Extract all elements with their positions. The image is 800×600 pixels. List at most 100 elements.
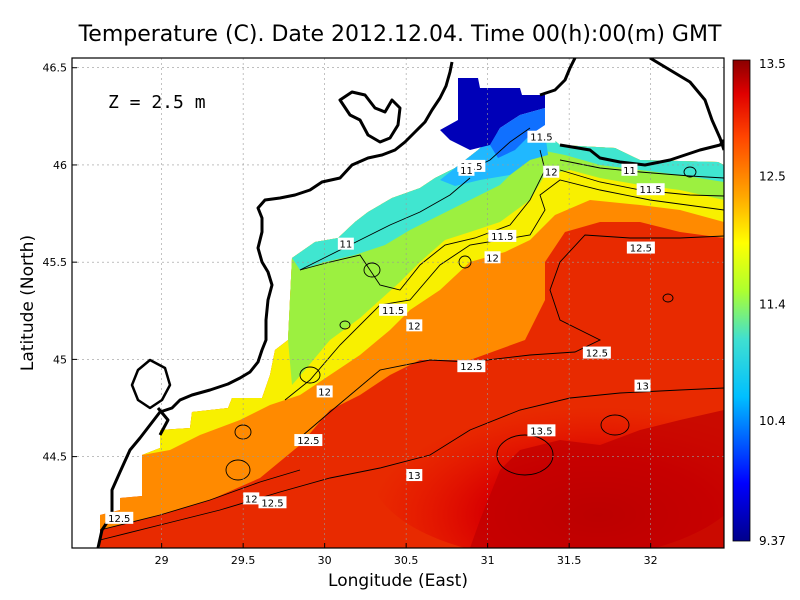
colorbar-label-2: 11.4 bbox=[759, 298, 786, 312]
contour-label-12: 12.5 bbox=[582, 346, 611, 360]
coastline-west bbox=[96, 61, 454, 548]
contour-label-bg bbox=[527, 130, 556, 143]
contour-loop-8 bbox=[662, 293, 674, 303]
sea-field-darkblue bbox=[440, 78, 545, 150]
contour-label-bg bbox=[543, 165, 560, 178]
x-tick-label-3: 30.5 bbox=[394, 554, 419, 567]
contour-label-text: 11.5 bbox=[382, 306, 404, 317]
contour-label-13: 12.5 bbox=[457, 360, 486, 373]
contour-label-text: 12 bbox=[245, 494, 258, 505]
contour-label-7: 12.5 bbox=[626, 241, 655, 255]
contour-label-text: 13 bbox=[636, 382, 649, 393]
contour-label-8: 11 bbox=[337, 237, 354, 251]
contour-label-text: 11.5 bbox=[530, 133, 552, 144]
contour-label-bg bbox=[105, 511, 134, 524]
contour-label-text: 12.5 bbox=[261, 498, 283, 509]
contour-label-text: 11.5 bbox=[491, 232, 513, 243]
y-tick-label-0: 44.5 bbox=[43, 451, 68, 464]
contour-11 bbox=[299, 177, 471, 271]
depth-label: Z = 2.5 m bbox=[108, 92, 206, 113]
contour-label-2: 11 bbox=[458, 163, 475, 177]
contour-label-bg bbox=[406, 319, 423, 332]
y-tick-label-4: 46.5 bbox=[43, 62, 68, 75]
contour-label-6: 11.5 bbox=[488, 229, 517, 243]
contour-label-bg bbox=[621, 163, 638, 176]
x-axis-label: Longitude (East) bbox=[328, 571, 468, 591]
sea-field-yellow bbox=[142, 130, 724, 455]
contour-loop-2 bbox=[496, 434, 554, 476]
coastline bbox=[96, 58, 724, 548]
contour-label-bg bbox=[484, 251, 501, 264]
colorbar: 13.5 12.5 11.4 10.4 9.37 bbox=[732, 57, 786, 548]
coastline-north bbox=[539, 58, 577, 97]
x-tick-label-0: 29 bbox=[155, 554, 169, 567]
contour-label-bg bbox=[488, 229, 517, 242]
contour-label-text: 12 bbox=[318, 387, 331, 398]
contour-11-5 bbox=[299, 149, 546, 291]
contour-label-5: 11.5 bbox=[636, 183, 665, 196]
contour-label-11: 12 bbox=[406, 319, 423, 332]
contour-label-text: 12.5 bbox=[586, 349, 608, 360]
contour-loop-1 bbox=[225, 459, 251, 481]
contour-label-9: 12 bbox=[484, 251, 501, 264]
contour-label-text: 12 bbox=[408, 321, 421, 332]
contour-label-3: 12 bbox=[543, 165, 560, 179]
contour-label-4: 11 bbox=[621, 163, 638, 177]
y-tick-label-1: 45 bbox=[53, 353, 67, 366]
contour-labels: 11.510.511121111.511.512.5111211.51212.5… bbox=[105, 130, 665, 525]
coastline-lagoon bbox=[338, 90, 402, 144]
colorbar-labels: 13.5 12.5 11.4 10.4 9.37 bbox=[759, 57, 786, 548]
contour-label-bg bbox=[527, 424, 556, 437]
contour-label-text: 12.5 bbox=[460, 362, 482, 373]
contour-12-5-mid bbox=[294, 234, 724, 443]
y-axis-ticks: 44.5 45 45.5 46 46.5 bbox=[43, 62, 77, 464]
contour-loop-3 bbox=[600, 414, 630, 436]
contour-label-text: 13.5 bbox=[530, 426, 552, 437]
contour-loop-10 bbox=[339, 320, 351, 330]
contour-label-text: 12.5 bbox=[108, 514, 130, 525]
contour-label-bg bbox=[337, 237, 354, 250]
contour-label-16: 13.5 bbox=[527, 424, 556, 437]
coastline-estuary bbox=[559, 139, 724, 167]
contour-label-text: 12.5 bbox=[297, 436, 319, 447]
contour-label-text: 11 bbox=[339, 240, 352, 251]
contour-label-text: 12 bbox=[486, 253, 499, 264]
contour-label-bg bbox=[243, 492, 260, 505]
contour-label-text: 11.5 bbox=[640, 185, 662, 196]
warm-blob bbox=[470, 410, 724, 548]
contour-label-text: 13 bbox=[408, 471, 421, 482]
contour-label-15: 12 bbox=[316, 385, 333, 398]
contour-label-bg bbox=[379, 303, 408, 316]
colorbar-label-1: 12.5 bbox=[759, 169, 786, 183]
contour-loop-5 bbox=[299, 366, 321, 384]
x-tick-label-2: 30 bbox=[318, 554, 332, 567]
contour-label-19: 12 bbox=[243, 492, 260, 505]
sea-field-cyan bbox=[292, 130, 724, 270]
colorbar-ramp bbox=[732, 59, 751, 542]
x-tick-label-1: 29.5 bbox=[231, 554, 256, 567]
sea-field-orange bbox=[100, 130, 724, 548]
x-tick-label-6: 32 bbox=[644, 554, 658, 567]
contour-label-text: 11 bbox=[460, 166, 473, 177]
y-tick-label-3: 46 bbox=[53, 159, 67, 172]
contour-13 bbox=[99, 387, 724, 541]
coastline-crimea bbox=[649, 58, 724, 151]
plot-frame bbox=[71, 57, 725, 549]
contour-label-21: 12.5 bbox=[105, 511, 134, 525]
contour-label-bg bbox=[634, 379, 651, 392]
contour-label-10: 11.5 bbox=[379, 303, 408, 317]
contour-label-18: 13 bbox=[406, 469, 423, 482]
contour-label-bg bbox=[458, 163, 475, 176]
coastline-inner-1 bbox=[130, 358, 172, 410]
contour-label-bg bbox=[626, 241, 655, 254]
contour-lines bbox=[99, 127, 724, 541]
contour-label-0: 11.5 bbox=[527, 130, 556, 144]
colorbar-label-0: 13.5 bbox=[759, 57, 786, 71]
contour-label-bg bbox=[316, 385, 333, 398]
contour-loop-9 bbox=[683, 166, 697, 178]
contour-label-bg bbox=[294, 434, 323, 447]
contour-label-bg bbox=[258, 496, 287, 509]
contour-label-text: 12 bbox=[545, 168, 558, 179]
contour-11-east bbox=[559, 159, 724, 179]
